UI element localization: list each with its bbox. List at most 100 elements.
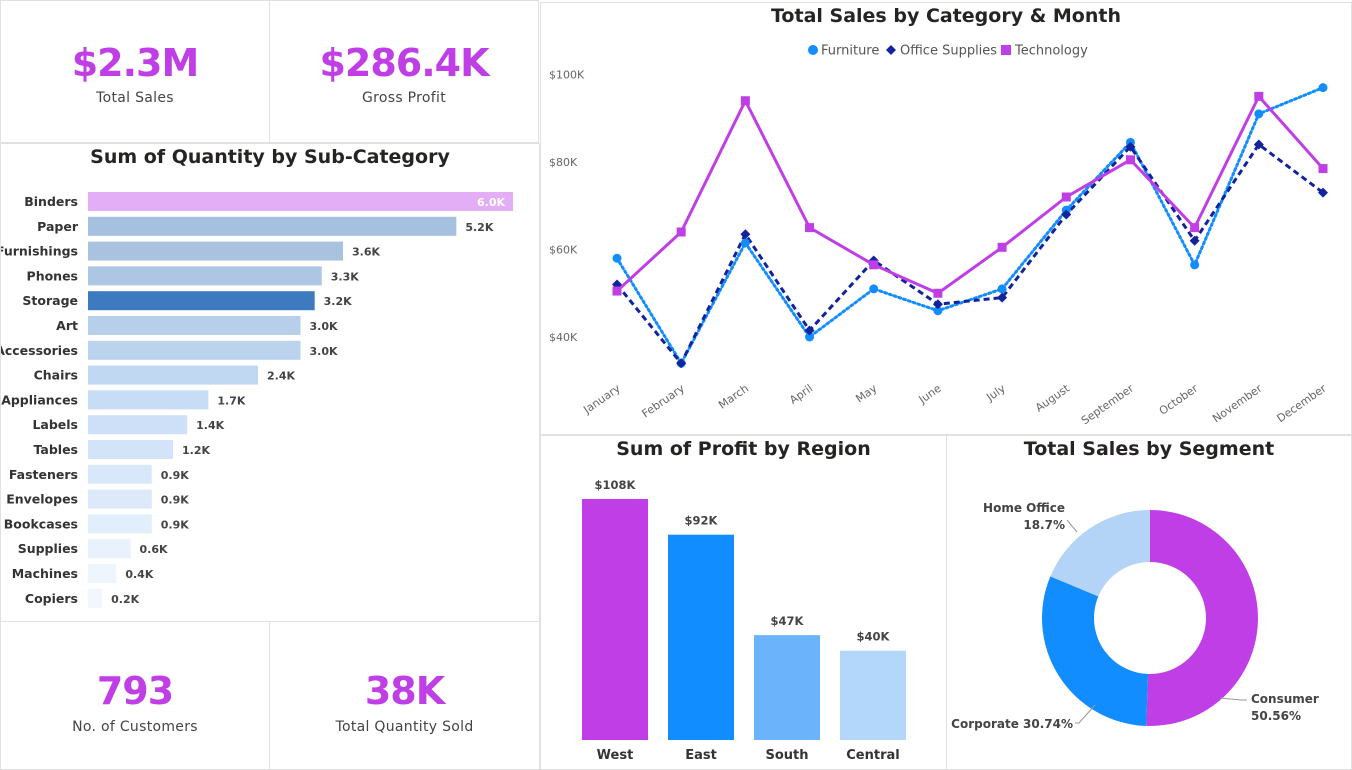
kpi-quantity-value: 38K [364, 669, 445, 713]
point-furniture-july[interactable] [997, 284, 1007, 294]
point-furniture-december[interactable] [1318, 83, 1328, 93]
segment-value-home-office: 18.7% [1023, 518, 1065, 532]
segment-slice-home-office[interactable] [1050, 510, 1150, 597]
subcategory-bar-binders[interactable] [88, 192, 513, 211]
region-bar-east[interactable] [668, 534, 734, 740]
segment-sales-chart-card[interactable]: Total Sales by Segment Consumer 50.56% Cor… [946, 435, 1352, 770]
point-technology-march[interactable] [740, 96, 750, 106]
point-technology-february[interactable] [676, 227, 686, 237]
subcategory-label-tables: Tables [33, 442, 78, 457]
segment-slice-corporate[interactable] [1042, 576, 1149, 726]
subcategory-bar-paper[interactable] [88, 216, 457, 236]
point-office-supplies-october[interactable] [1189, 235, 1200, 246]
line-ytick-label: $80K [549, 156, 578, 169]
point-furniture-june[interactable] [933, 306, 943, 316]
line-xtick-october: October [1157, 382, 1201, 418]
point-furniture-january[interactable] [612, 253, 622, 263]
segment-slice-consumer[interactable] [1146, 510, 1258, 726]
point-technology-june[interactable] [933, 288, 943, 298]
region-label-central: Central [846, 748, 899, 763]
point-furniture-march[interactable] [740, 238, 750, 248]
subcategory-bar-supplies[interactable] [88, 539, 131, 559]
subcategory-bar-chairs[interactable] [88, 365, 258, 385]
region-profit-chart[interactable]: $108K West $92K East $47K South $40K Central [541, 436, 947, 770]
subcategory-bar-appliances[interactable] [88, 390, 209, 410]
region-bar-central[interactable] [840, 650, 906, 740]
point-technology-december[interactable] [1318, 164, 1328, 174]
subcategory-value-copiers: 0.2K [111, 593, 139, 606]
subcategory-bar-storage[interactable] [88, 291, 315, 311]
legend-item-furniture[interactable]: Furniture [808, 44, 879, 59]
point-furniture-october[interactable] [1190, 260, 1200, 270]
region-value-south: $47K [771, 614, 805, 628]
subcategory-chart-card[interactable]: Sum of Quantity by Sub-Category Binders 6… [0, 143, 540, 622]
legend-item-office-supplies[interactable]: Office Supplies [886, 44, 997, 59]
segment-leader-corporate [1075, 704, 1096, 724]
point-technology-september[interactable] [1125, 155, 1135, 165]
line-xtick-may: May [853, 382, 879, 406]
point-furniture-may[interactable] [869, 284, 879, 294]
point-office-supplies-december[interactable] [1318, 187, 1328, 198]
monthly-sales-chart[interactable]: $40K $60K $80K $100K January February March Apr… [541, 3, 1352, 435]
subcategory-value-supplies: 0.6K [140, 543, 168, 556]
subcategory-label-bookcases: Bookcases [4, 516, 78, 531]
subcategory-value-machines: 0.4K [125, 568, 153, 581]
subcategory-bar-bookcases[interactable] [88, 514, 152, 534]
point-office-supplies-july[interactable] [997, 292, 1008, 303]
point-technology-april[interactable] [805, 223, 815, 233]
point-office-supplies-april[interactable] [804, 325, 815, 336]
region-bar-south[interactable] [754, 635, 820, 740]
point-office-supplies-november[interactable] [1253, 139, 1264, 150]
point-technology-october[interactable] [1190, 223, 1200, 233]
subcategory-bar-labels[interactable] [88, 415, 188, 435]
series-line-technology[interactable] [615, 94, 1325, 295]
line-xtick-january: January [580, 382, 623, 417]
point-office-supplies-june[interactable] [932, 299, 943, 310]
subcategory-bar-furnishings[interactable] [88, 241, 343, 261]
subcategory-value-paper: 5.2K [465, 221, 493, 234]
subcategory-label-labels: Labels [32, 417, 78, 432]
kpi-gross-profit-card: $286.4K Gross Profit [269, 0, 539, 143]
subcategory-bar-envelopes[interactable] [88, 489, 152, 509]
line-xtick-april: April [787, 382, 815, 407]
point-furniture-april[interactable] [805, 332, 815, 342]
region-bar-west[interactable] [582, 499, 648, 740]
segment-leader-home-office [1066, 519, 1078, 533]
point-office-supplies-february[interactable] [676, 358, 687, 369]
subcategory-bar-fasteners[interactable] [88, 464, 152, 484]
subcategory-bar-art[interactable] [88, 316, 301, 335]
point-technology-july[interactable] [997, 242, 1007, 252]
subcategory-bar-machines[interactable] [88, 564, 117, 583]
point-technology-august[interactable] [1061, 192, 1071, 202]
subcategory-bar-accessories[interactable] [88, 340, 301, 360]
subcategory-bar-phones[interactable] [88, 266, 322, 286]
subcategory-bar-tables[interactable] [88, 440, 173, 459]
subcategory-label-fasteners: Fasteners [9, 467, 78, 482]
subcategory-value-tables: 1.2K [182, 444, 210, 457]
kpi-customers-label: No. of Customers [72, 719, 198, 735]
point-office-supplies-august[interactable] [1061, 209, 1072, 220]
subcategory-value-fasteners: 0.9K [161, 469, 189, 482]
subcategory-value-envelopes: 0.9K [161, 494, 189, 507]
point-technology-may[interactable] [869, 260, 879, 270]
line-ytick-label: $60K [549, 244, 578, 257]
region-label-west: West [597, 748, 634, 763]
point-office-supplies-september[interactable] [1125, 141, 1136, 152]
segment-sales-chart[interactable]: Consumer 50.56% Corporate 30.74% Home Offic… [947, 436, 1352, 770]
subcategory-chart[interactable]: Binders 6.0K Paper 5.2K Furnishings 3.6K Phone… [1, 144, 540, 622]
series-line-office-supplies[interactable] [615, 143, 1324, 365]
point-technology-november[interactable] [1254, 91, 1264, 101]
segment-label-consumer: Consumer [1251, 692, 1319, 706]
point-furniture-november[interactable] [1254, 109, 1264, 119]
line-xtick-november: November [1210, 382, 1265, 426]
region-profit-chart-card[interactable]: Sum of Profit by Region $108K West $92K Eas… [540, 435, 947, 770]
subcategory-value-binders: 6.0K [477, 196, 505, 209]
point-office-supplies-march[interactable] [740, 229, 751, 240]
point-technology-january[interactable] [612, 286, 622, 296]
subcategory-bar-copiers[interactable] [88, 588, 103, 608]
subcategory-label-machines: Machines [12, 566, 78, 581]
monthly-sales-chart-card[interactable]: Total Sales by Category & Month $40K $60K… [540, 2, 1352, 435]
subcategory-label-copiers: Copiers [25, 591, 78, 606]
legend-item-technology[interactable]: Technology [1001, 44, 1088, 59]
series-line-furniture[interactable] [615, 86, 1325, 365]
